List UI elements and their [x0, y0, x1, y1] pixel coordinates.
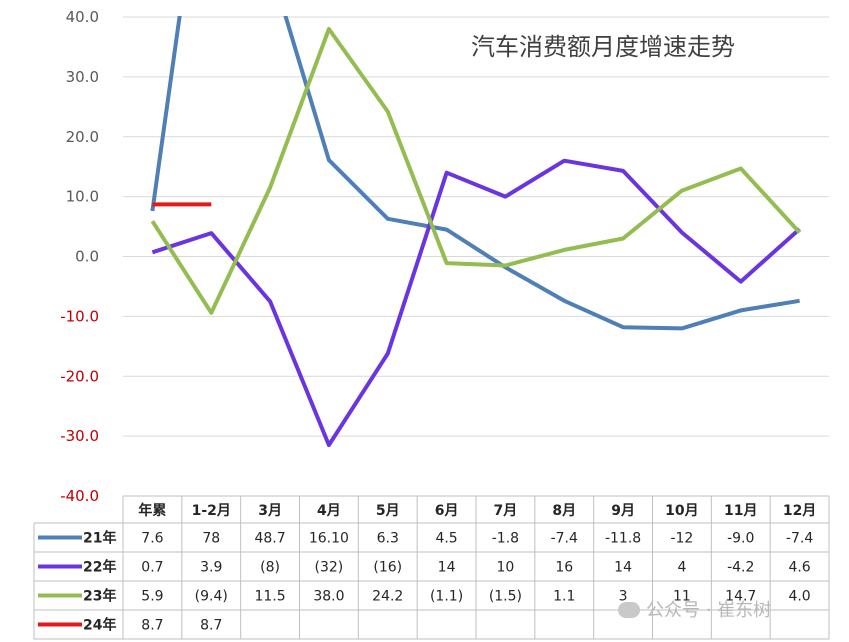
data-cell: 3.9 [200, 560, 222, 576]
data-cell: 78 [202, 531, 220, 547]
legend-label: 22年 [83, 559, 116, 576]
data-cell: (32) [315, 560, 344, 576]
x-category-label: 8月 [552, 503, 576, 519]
data-cell: 3 [619, 589, 628, 605]
y-axis-ticks: 40.0 30.0 20.0 10.0 0.0 -10.0 -20.0 -30.0 -40.0 [60, 8, 99, 505]
legend-label: 21年 [83, 530, 116, 547]
series-lines [150, 16, 802, 448]
data-cell: 11 [673, 589, 691, 605]
legend-label: 23年 [83, 588, 116, 605]
wechat-icon [618, 602, 640, 618]
x-category-label: 12月 [783, 503, 816, 519]
data-cell: 48.7 [254, 531, 285, 547]
data-cell: -1.8 [492, 531, 519, 547]
data-cell: 38.0 [313, 589, 344, 605]
data-cell: (9.4) [195, 589, 228, 605]
y-tick-label: 0.0 [75, 248, 99, 266]
data-cell: 14 [614, 560, 632, 576]
series-line-22年 [151, 158, 801, 448]
data-cell: 14 [438, 560, 456, 576]
data-cell: -11.8 [605, 531, 641, 547]
data-cell: -4.2 [727, 560, 754, 576]
data-cell: (1.5) [489, 589, 522, 605]
data-cell: 4 [677, 560, 686, 576]
data-cell: -12 [670, 531, 693, 547]
data-cell: 5.9 [141, 589, 163, 605]
y-tick-label: -20.0 [60, 367, 99, 385]
x-category-label: 年累 [138, 502, 166, 519]
x-category-label: 9月 [611, 503, 635, 519]
x-category-label: 6月 [435, 503, 459, 519]
y-tick-label: -40.0 [60, 487, 99, 505]
y-tick-label: 40.0 [66, 8, 99, 26]
data-cell: (16) [373, 560, 402, 576]
data-cell: 16 [555, 560, 573, 576]
x-category-label: 4月 [317, 503, 341, 519]
data-cell: 6.3 [377, 531, 399, 547]
series-line-23年 [150, 27, 802, 315]
x-category-label: 11月 [724, 503, 757, 519]
data-cell: 0.7 [141, 560, 163, 576]
data-cell: 14.7 [725, 589, 756, 605]
data-cell: 4.5 [435, 531, 457, 547]
data-cell: 11.5 [254, 589, 285, 605]
legend-label: 24年 [83, 617, 116, 634]
data-cell: -9.0 [727, 531, 754, 547]
data-cell: -7.4 [551, 531, 578, 547]
data-cell: 8.7 [200, 618, 222, 634]
data-cell: 7.6 [141, 531, 163, 547]
data-cell: (8) [260, 560, 280, 576]
data-cell: -7.4 [786, 531, 813, 547]
data-cell: 10 [497, 560, 515, 576]
y-tick-label: -30.0 [60, 427, 99, 445]
data-cell: 24.2 [372, 589, 403, 605]
data-cell: 16.10 [309, 531, 349, 547]
series-line-21年 [150, 16, 800, 331]
x-category-label: 1-2月 [192, 503, 231, 519]
chart-title: 汽车消费额月度增速走势 [471, 33, 735, 61]
data-cell: 4.6 [788, 560, 810, 576]
watermark: 公众号 · 崔东树 [618, 596, 771, 622]
x-category-label: 3月 [258, 503, 282, 519]
y-tick-label: 10.0 [66, 188, 99, 206]
y-tick-label: 30.0 [66, 68, 99, 86]
watermark-text: 公众号 · 崔东树 [646, 600, 772, 621]
data-cell: 4.0 [788, 589, 810, 605]
data-cell: 8.7 [141, 618, 163, 634]
x-category-label: 7月 [494, 503, 518, 519]
y-tick-label: 20.0 [66, 128, 99, 146]
y-tick-label: -10.0 [60, 307, 99, 325]
data-cell: 1.1 [553, 589, 575, 605]
x-category-label: 10月 [665, 503, 698, 519]
data-cell: (1.1) [430, 589, 463, 605]
x-category-label: 5月 [376, 503, 400, 519]
